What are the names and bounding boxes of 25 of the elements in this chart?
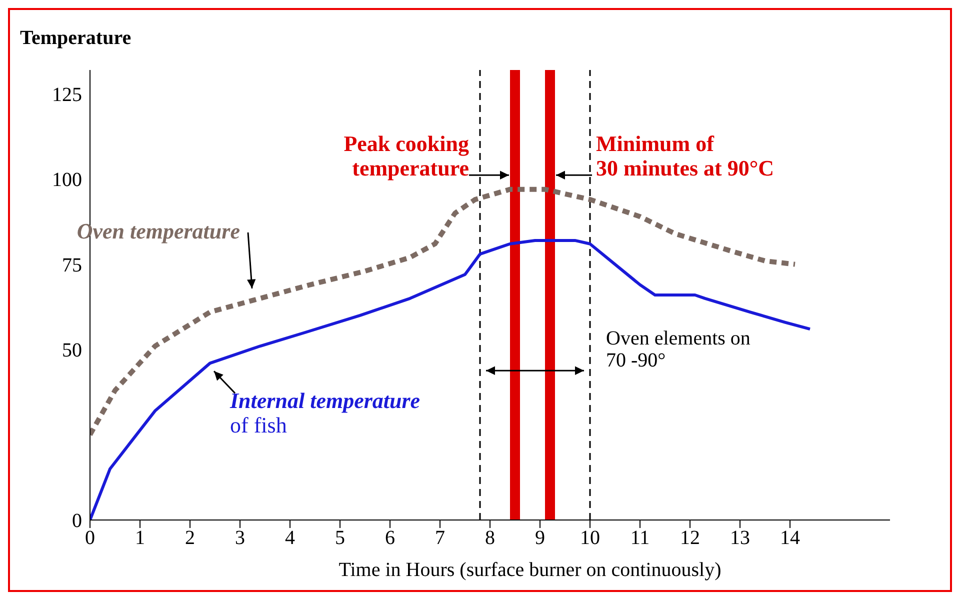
x-tick-label: 10 bbox=[580, 527, 600, 550]
y-tick-label: 75 bbox=[62, 254, 82, 276]
annotation: Oven elements on 70 -90° bbox=[606, 328, 750, 372]
annotation: Minimum of 30 minutes at 90°C bbox=[596, 131, 774, 180]
x-tick-label: 3 bbox=[235, 527, 245, 550]
x-tick-label: 9 bbox=[535, 527, 545, 550]
x-tick-label: 5 bbox=[335, 527, 345, 550]
y-tick-label: 100 bbox=[52, 169, 82, 192]
x-tick-label: 12 bbox=[680, 527, 700, 550]
y-tick-label: 0 bbox=[72, 510, 82, 532]
x-tick-label: 7 bbox=[435, 527, 445, 550]
y-axis-title: Temperature bbox=[20, 27, 132, 49]
x-tick-label: 8 bbox=[485, 527, 495, 550]
annotation: Peak cooking temperature bbox=[344, 131, 470, 180]
x-tick-label: 11 bbox=[630, 527, 650, 550]
y-tick-label: 125 bbox=[52, 84, 82, 106]
x-tick-label: 4 bbox=[285, 527, 295, 550]
x-tick-label: 6 bbox=[385, 527, 395, 550]
x-tick-label: 14 bbox=[780, 527, 800, 550]
y-tick-label: 50 bbox=[62, 340, 82, 362]
series-label: Internal temperature of fish bbox=[229, 388, 420, 438]
x-tick-label: 13 bbox=[730, 527, 750, 550]
x-axis-title: Time in Hours (surface burner on continuously) bbox=[338, 559, 722, 581]
x-tick-label: 1 bbox=[135, 527, 145, 550]
x-tick-label: 2 bbox=[185, 527, 195, 550]
